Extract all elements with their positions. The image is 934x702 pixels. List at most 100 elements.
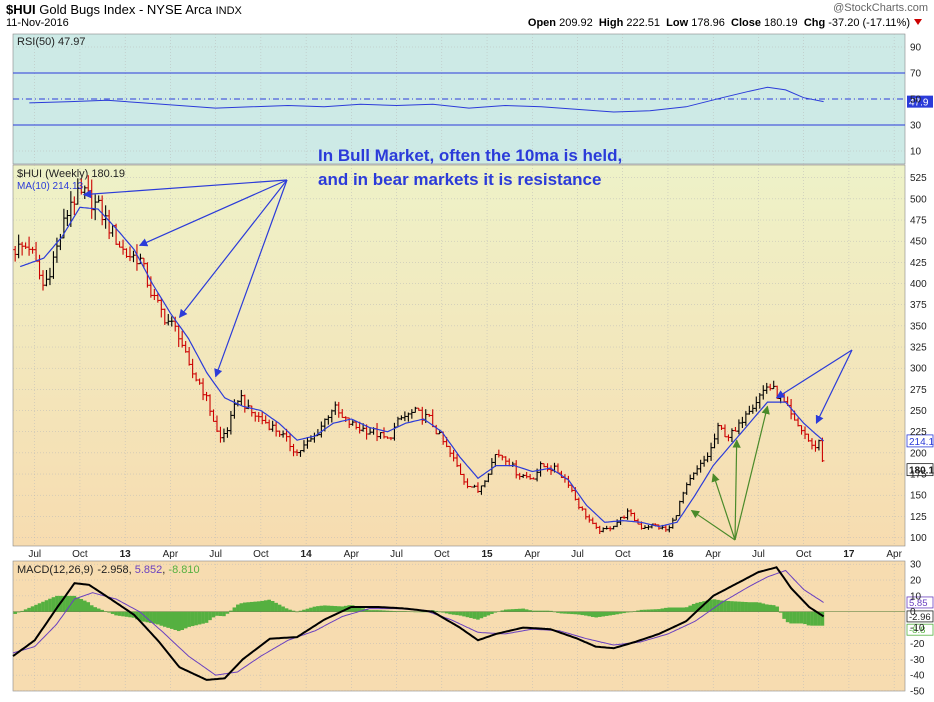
macd-hist-bar — [215, 611, 219, 616]
macd-hist-bar — [566, 611, 571, 614]
y-tick-label: -50 — [910, 687, 925, 698]
y-tick-label: 350 — [910, 321, 927, 332]
macd-hist-bar — [761, 603, 766, 612]
x-tick-label: Apr — [524, 549, 540, 560]
macd-hist-bar — [159, 611, 164, 626]
macd-hist-bar — [490, 611, 494, 614]
y-tick-label: 375 — [910, 300, 927, 311]
macd-hist-bar — [803, 611, 807, 625]
macd-hist-bar — [229, 610, 233, 612]
macd-hist-bar — [744, 602, 748, 612]
macd-hist-bar — [117, 611, 122, 616]
price-panel — [12, 164, 906, 547]
blue-arrow — [815, 349, 853, 424]
high-value: 222.51 — [626, 17, 661, 29]
y-tick-label: 50 — [910, 95, 922, 106]
x-tick-label: 13 — [120, 549, 132, 560]
blue-arrow — [178, 179, 288, 319]
macd-hist-bar — [128, 611, 132, 618]
macd-hist-bar — [768, 604, 773, 612]
macd-hist-bar — [559, 611, 564, 614]
macd-hist-bar — [681, 607, 686, 612]
macd-hist-bar — [542, 610, 546, 612]
macd-hist-bar — [76, 597, 80, 612]
macd-hist-bar — [319, 605, 324, 612]
macd-hist-bar — [121, 611, 125, 617]
macd-hist-bar — [601, 611, 606, 617]
macd-hist-bar — [549, 610, 553, 612]
macd-hist-bar — [364, 609, 369, 612]
exchange: INDX — [215, 5, 242, 17]
macd-hist-bar — [625, 611, 630, 613]
date-label: 11-Nov-2016 — [6, 17, 69, 29]
macd-hist-bar — [312, 606, 317, 612]
macd-hist-bar — [288, 609, 292, 612]
macd-hist-bar — [705, 600, 710, 612]
macd-hist-bar — [281, 606, 285, 612]
macd-hist-bar — [476, 611, 480, 620]
macd-hist-bar — [340, 606, 345, 612]
macd-hist-bar — [507, 609, 512, 612]
macd-hist-bar — [806, 611, 811, 626]
macd-hist-bar — [618, 611, 623, 614]
macd-hist-bar — [107, 611, 111, 613]
macd-hist-bar — [622, 611, 626, 614]
macd-legend-name: MACD(12,26,9) — [17, 564, 93, 576]
macd-hist-bar — [503, 609, 508, 612]
macd-hist-bar — [20, 610, 24, 612]
macd-hist-bar — [263, 600, 268, 612]
macd-hist-bar — [455, 611, 459, 616]
y-tick-label: 400 — [910, 279, 927, 290]
blue-arrow — [138, 179, 288, 247]
macd-hist-bar — [737, 601, 741, 612]
macd-hist-bar — [434, 610, 438, 612]
y-tick-label: 10 — [910, 591, 922, 602]
x-tick-label: 15 — [481, 549, 493, 560]
macd-hist-bar — [764, 604, 769, 612]
green-arrow — [690, 509, 736, 541]
macd-hist-bar — [149, 611, 153, 624]
y-tick-label: 150 — [910, 491, 927, 502]
macd-hist-bar — [96, 608, 101, 612]
macd-hist-bar — [670, 607, 675, 612]
macd-hist-bar — [820, 611, 825, 626]
macd-hist-bar — [486, 611, 491, 616]
macd-hist-bar — [138, 611, 143, 621]
macd-hist-bar — [110, 611, 115, 614]
macd-hist-bar — [260, 600, 265, 612]
macd-hist-bar — [754, 602, 759, 612]
macd-hist-bar — [688, 605, 692, 612]
macd-hist-bar — [309, 607, 313, 612]
macd-hist-bar — [778, 611, 783, 613]
macd-hist-bar — [493, 611, 498, 613]
x-tick-label: Oct — [434, 549, 450, 560]
macd-hist-bar — [156, 611, 160, 625]
macd-hist-bar — [740, 601, 745, 612]
macd-legend-value: -2.958 — [97, 564, 128, 576]
macd-hist-bar — [201, 611, 205, 624]
macd-hist-bar — [730, 601, 734, 612]
y-tick-label: 200 — [910, 448, 927, 459]
macd-hist-bar — [775, 606, 779, 612]
x-tick-label: Oct — [796, 549, 812, 560]
macd-hist-bar — [23, 609, 28, 612]
macd-line — [12, 566, 825, 681]
macd-hist-bar — [597, 611, 602, 617]
price-legend-ma: MA(10) 214.13 — [17, 181, 84, 192]
macd-hist-bar — [336, 606, 341, 612]
macd-hist-bar — [197, 611, 202, 625]
macd-last-label: -2.96 — [909, 612, 931, 623]
y-tick-label: 450 — [910, 237, 927, 248]
macd-hist-bar — [799, 611, 804, 624]
rsi-legend: RSI(50) 47.97 — [17, 36, 85, 48]
y-tick-label: -20 — [910, 639, 925, 650]
macd-hist-bar — [747, 602, 752, 612]
price-last-label: 180.1 — [909, 466, 934, 477]
x-tick-label: 16 — [662, 549, 674, 560]
macd-hist-bar — [643, 609, 647, 612]
macd-hist-bar — [444, 611, 449, 614]
macd-hist-bar — [350, 605, 355, 612]
macd-hist-bar — [333, 606, 338, 612]
macd-hist-bar — [302, 609, 306, 612]
chart-header: $HUI Gold Bugs Index - NYSE Arca INDX 11… — [0, 0, 934, 32]
